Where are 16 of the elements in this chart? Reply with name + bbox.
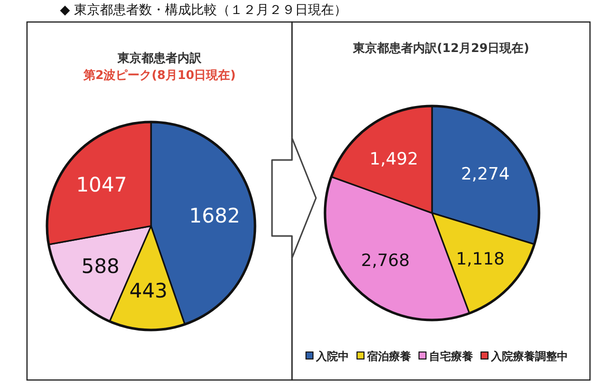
- data-label: 443: [129, 278, 168, 302]
- data-label: 2,274: [460, 164, 510, 184]
- chart-title: 東京都患者内訳: [116, 51, 202, 65]
- chart-subtitle: 第2波ピーク(8月10日現在): [82, 68, 236, 82]
- data-label: 588: [81, 254, 120, 278]
- text: ◆ 東京都患者数・構成比較（１２月２９日現在）: [60, 3, 348, 18]
- data-label: 1682: [189, 203, 240, 228]
- chart-title: 東京都患者内訳(12月29日現在): [352, 41, 530, 55]
- legend-label: 自宅療養: [429, 350, 474, 363]
- legend-label: 入院中: [315, 350, 349, 363]
- data-label: 1,492: [370, 150, 418, 170]
- data-label: 1,118: [456, 249, 505, 270]
- legend-label: 入院療養調整中: [490, 350, 568, 363]
- data-label: 2,768: [361, 251, 410, 272]
- data-label: 1047: [76, 172, 127, 197]
- legend-label: 宿泊療養: [366, 350, 412, 363]
